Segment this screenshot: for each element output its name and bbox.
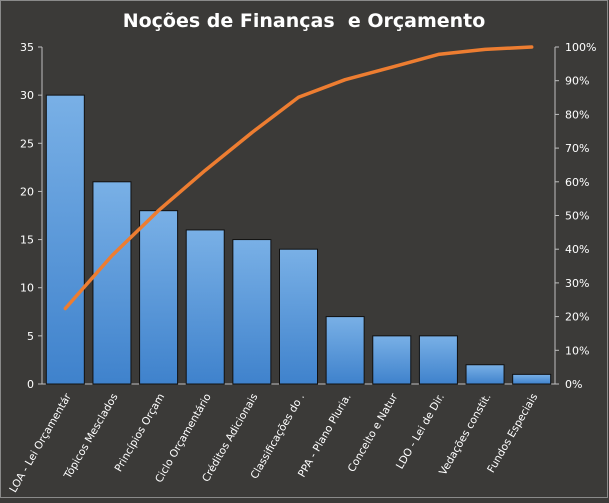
y-tick-label: 10 (20, 282, 34, 295)
y-tick-label: 5 (27, 330, 34, 343)
y2-tick-label: 50% (565, 210, 589, 223)
bar-3 (140, 211, 178, 384)
bar-9 (419, 336, 457, 384)
bar-2 (93, 182, 131, 384)
y2-tick-label: 10% (565, 344, 589, 357)
y2-tick-label: 70% (565, 142, 589, 155)
y2-tick-label: 80% (565, 108, 589, 121)
bar-1 (46, 95, 84, 384)
y-tick-label: 0 (27, 378, 34, 391)
bar-4 (186, 230, 224, 384)
y-tick-label: 30 (20, 89, 34, 102)
y-tick-label: 15 (20, 234, 34, 247)
y2-tick-label: 40% (565, 243, 589, 256)
bar-8 (373, 336, 411, 384)
y2-tick-label: 90% (565, 75, 589, 88)
bar-5 (233, 240, 271, 384)
bar-10 (466, 365, 504, 384)
y2-tick-label: 20% (565, 311, 589, 324)
y-tick-label: 25 (20, 137, 34, 150)
bar-7 (326, 317, 364, 384)
y-tick-label: 20 (20, 185, 34, 198)
y2-tick-label: 0% (565, 378, 582, 391)
y2-tick-label: 30% (565, 277, 589, 290)
y2-tick-label: 60% (565, 176, 589, 189)
bar-6 (280, 249, 318, 384)
y-tick-label: 35 (20, 41, 34, 54)
bar-11 (513, 374, 551, 384)
y2-tick-label: 100% (565, 41, 596, 54)
chart-title: Noções de Finanças e Orçamento (123, 10, 486, 32)
